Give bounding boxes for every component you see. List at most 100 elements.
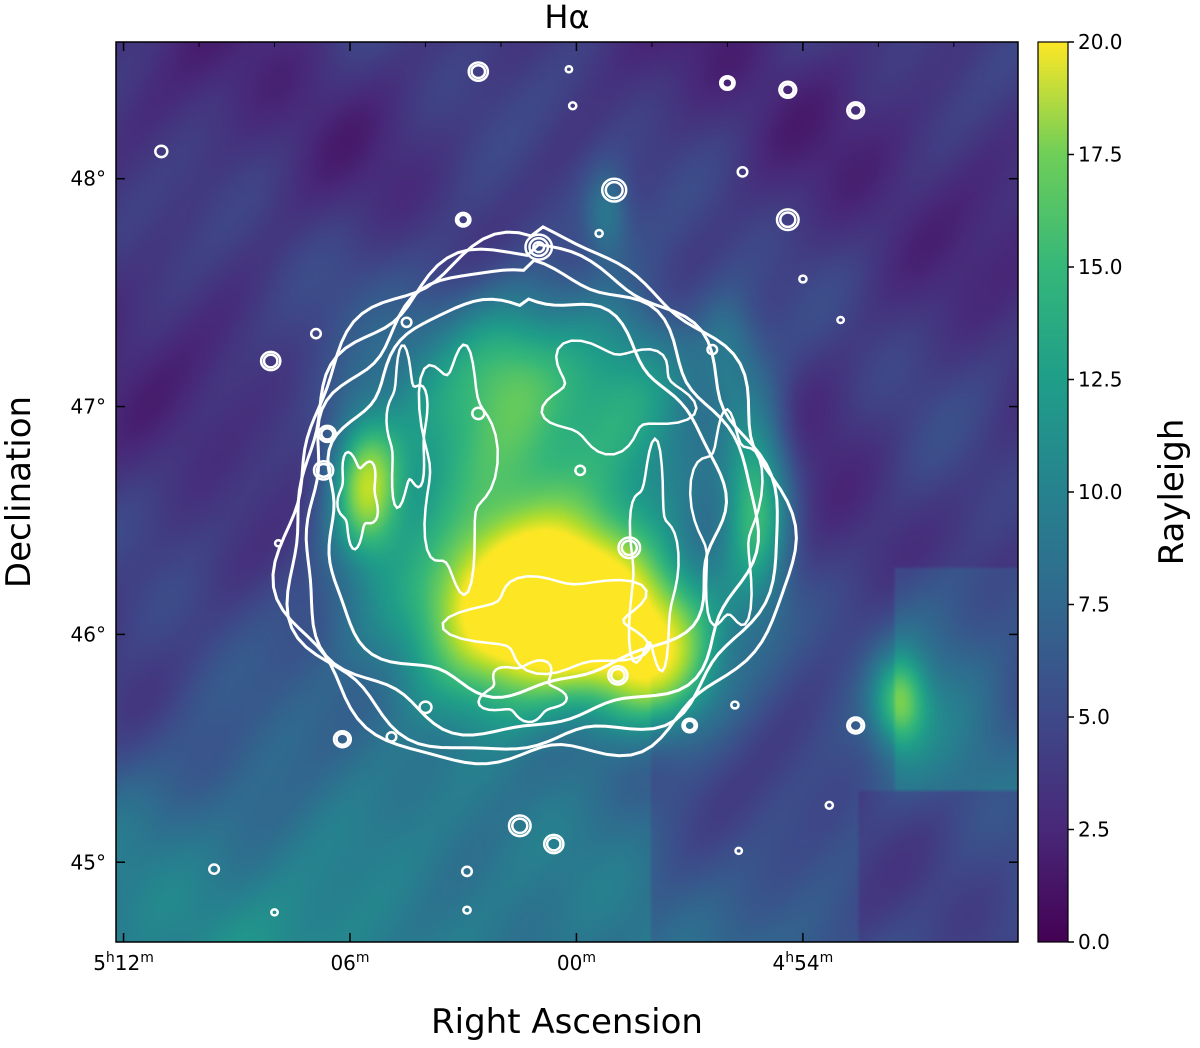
point-source-contour (780, 82, 795, 97)
point-source-contour (528, 237, 550, 258)
y-axis-ticks: 45° 46° 47° 48° (71, 167, 1018, 874)
point-source-contour (418, 700, 433, 715)
point-source-contour (309, 327, 323, 340)
point-source-contour (620, 539, 639, 557)
point-source-contour (524, 233, 554, 261)
x-tick-label: 5h12m (93, 950, 154, 975)
colorbar-tick-label: 12.5 (1078, 368, 1123, 392)
point-source-contour (320, 427, 335, 441)
point-source-contour (778, 80, 798, 100)
contour-overlay (154, 61, 866, 917)
colorbar (1037, 41, 1069, 943)
point-source-contour (848, 103, 863, 118)
x-tick-label: 06m (330, 950, 369, 975)
plot-frame (115, 41, 1019, 943)
inner-contour (441, 575, 651, 676)
colorbar-label: Rayleigh (1152, 419, 1192, 566)
point-source-contour (798, 274, 808, 284)
inner-contour (385, 344, 429, 510)
point-source-contour (315, 462, 332, 479)
y-tick-label: 45° (71, 850, 106, 874)
point-source-contour (564, 65, 574, 74)
point-source-contour (779, 211, 797, 229)
point-source-contour (454, 211, 472, 228)
point-source-contour (273, 539, 283, 548)
point-source-contour (683, 719, 696, 732)
y-tick-label: 46° (71, 622, 106, 646)
point-source-contour (262, 353, 279, 369)
point-source-contour (460, 865, 474, 878)
point-source-contour (721, 76, 734, 90)
point-source-contour (846, 101, 866, 120)
shell-contour (304, 258, 760, 737)
point-source-contour (736, 166, 749, 178)
point-source-contour (846, 716, 866, 735)
point-source-contour (542, 833, 565, 855)
inner-contour (477, 659, 569, 724)
colorbar-tick-label: 20.0 (1078, 30, 1123, 54)
colorbar-tick-label: 15.0 (1078, 255, 1123, 279)
inner-contour (417, 343, 499, 597)
x-tick-label: 4h54m (773, 950, 834, 975)
inner-contour (540, 339, 698, 456)
point-source-contour (600, 177, 628, 203)
point-source-contour (385, 731, 398, 743)
point-source-contour (824, 800, 835, 810)
colorbar-ticks: 0.0 2.5 5.0 7.5 10.0 12.5 15.0 17.5 20.0 (1068, 30, 1123, 954)
point-source-contour (848, 718, 863, 733)
point-source-contour (456, 213, 470, 226)
colorbar-tick-label: 0.0 (1078, 930, 1110, 954)
shell-contour (326, 297, 729, 699)
point-source-contour (270, 908, 279, 917)
heatmap-image (116, 42, 1018, 942)
inner-contour (627, 436, 680, 673)
x-axis-label: Right Ascension (431, 1002, 703, 1042)
point-source-contour (609, 667, 626, 684)
point-source-contour (681, 717, 699, 734)
point-source-contour (471, 406, 486, 421)
point-source-contour (400, 316, 413, 329)
y-tick-label: 48° (71, 167, 106, 191)
point-source-contour (594, 228, 604, 239)
point-source-contour (154, 144, 169, 159)
point-source-contour (312, 460, 335, 481)
shell-contour (271, 225, 798, 766)
colorbar-tick-label: 10.0 (1078, 480, 1123, 504)
point-source-contour (617, 536, 642, 560)
point-source-contour (836, 315, 846, 325)
point-source-contour (335, 732, 350, 747)
point-source-contour (706, 343, 719, 356)
point-source-contour (730, 700, 740, 710)
point-source-contour (317, 424, 337, 444)
point-source-contour (259, 350, 282, 372)
y-tick-label: 47° (71, 395, 106, 419)
x-tick-label: 00m (557, 950, 596, 975)
colorbar-tick-label: 5.0 (1078, 705, 1110, 729)
colorbar-tick-label: 2.5 (1078, 818, 1110, 842)
shell-contour (285, 242, 779, 751)
point-source-contour (545, 836, 562, 852)
chart-title: Hα (544, 0, 589, 36)
point-source-contour (532, 240, 546, 254)
point-source-contour (470, 63, 487, 80)
point-source-contour (604, 180, 624, 200)
point-source-contour (607, 665, 629, 686)
colorbar-tick-label: 7.5 (1078, 593, 1110, 617)
point-source-contour (208, 863, 221, 875)
inner-contour (336, 450, 380, 551)
point-source-contour (467, 61, 490, 82)
point-source-contour (507, 814, 532, 838)
point-source-contour (718, 74, 736, 92)
point-source-contour (462, 905, 472, 915)
y-axis-label: Declination (0, 396, 39, 588)
colorbar-tick-label: 17.5 (1078, 143, 1123, 167)
inner-contour (688, 407, 764, 627)
point-source-contour (567, 101, 578, 111)
point-source-contour (511, 817, 529, 835)
point-source-contour (574, 464, 587, 477)
x-axis-ticks: 5h12m 06m 00m 4h54m (93, 42, 955, 975)
point-source-contour (332, 729, 353, 749)
point-source-contour (775, 208, 800, 232)
